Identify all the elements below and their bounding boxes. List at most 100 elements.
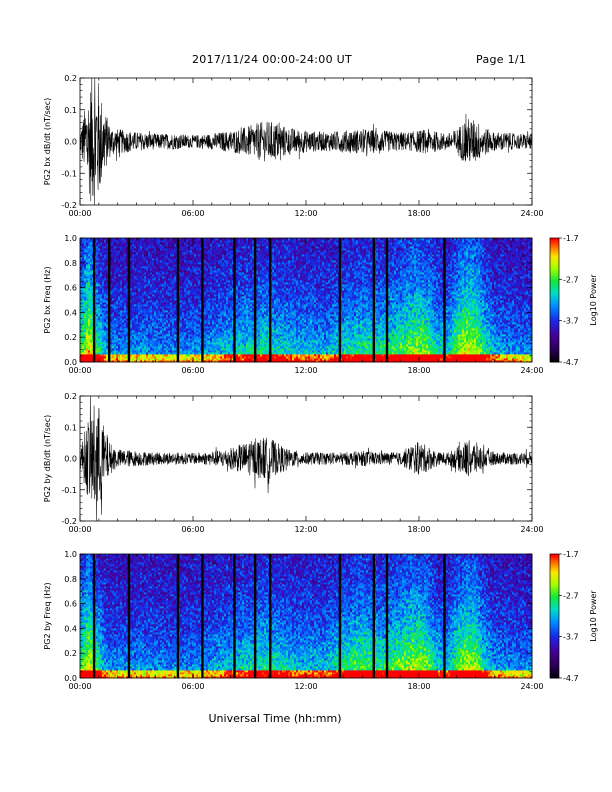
spectrogram-cell [80,254,83,257]
spectrogram-cell [104,264,107,267]
spectrogram-cell [106,356,109,359]
spectrogram-cell [120,334,123,337]
spectrogram-cell [136,296,139,299]
spectrogram-cell [120,342,123,345]
spectrogram-cell [98,270,101,273]
spectrogram-cell [132,252,135,255]
spectrogram-cell [100,348,103,351]
spectrogram-cell [106,264,109,267]
spectrogram-cell [110,312,113,315]
spectrogram-cell [84,258,87,261]
spectrogram-cell [112,244,115,247]
spectrogram-cell [98,354,101,357]
spectrogram-cell [106,256,109,259]
spectrogram-cell [82,272,85,275]
spectrogram-cell [88,274,91,277]
spectrogram-cell [116,270,119,273]
spectrogram-cell [110,322,113,325]
y-tick-label: 0.0 [64,138,77,147]
spectrogram-cell [112,304,115,307]
spectrogram-cell [118,262,121,265]
spectrogram-cell [110,284,113,287]
spectrogram-cell [96,278,99,281]
spectrogram-cell [112,298,115,301]
spectrogram-cell [96,310,99,313]
spectrogram-cell [134,332,137,335]
spectrogram-cell [116,316,119,319]
spectrogram-cell [120,280,123,283]
spectrogram-cell [130,320,133,323]
y-axis-label: PG2 bx dB/dt (nT/sec) [43,98,52,185]
spectrogram-cell [84,248,87,251]
spectrogram-cell [104,276,107,279]
spectrogram-cell [84,328,87,331]
spectrogram-cell [136,310,139,313]
spectrogram-cell [120,308,123,311]
spectrogram-cell [124,294,127,297]
spectrogram-cell [114,346,117,349]
spectrogram-cell [82,302,85,305]
spectrogram-cell [136,302,139,305]
spectrogram-cell [82,320,85,323]
spectrogram-cell [80,326,83,329]
spectrogram-cell [90,268,93,271]
spectrogram-cell [90,288,93,291]
spectrogram-cell [110,292,113,295]
spectrogram-cell [104,348,107,351]
spectrogram-cell [80,256,83,259]
spectrogram-cell [124,332,127,335]
spectrogram-cell [82,238,85,241]
spectrogram-cell [88,312,91,315]
spectrogram-cell [96,306,99,309]
spectrogram-cell [80,356,83,359]
spectrogram-cell [122,272,125,275]
spectrogram-cell [124,298,127,301]
spectrogram-cell [122,262,125,265]
spectrogram-cell [126,358,129,361]
spectrogram-cell [84,356,87,359]
spectrogram-cell [90,266,93,269]
spectrogram-cell [122,276,125,279]
spectrogram-cell [96,318,99,321]
spectrogram-cell [104,302,107,305]
spectrogram-cell [106,282,109,285]
spectrogram-cell [124,312,127,315]
spectrogram-cell [132,276,135,279]
spectrogram-cell [116,324,119,327]
spectrogram-cell [96,256,99,259]
spectrogram-cell [110,240,113,243]
spectrogram-cell [132,284,135,287]
spectrogram-cell [114,262,117,265]
spectrogram-cell [116,296,119,299]
spectrogram-cell [88,254,91,257]
spectrogram-cell [118,238,121,241]
spectrogram-cell [132,356,135,359]
spectrogram-cell [120,360,123,363]
spectrogram-cell [126,274,129,277]
spectrogram-cell [98,290,101,293]
spectrogram-cell [84,344,87,347]
spectrogram-cell [104,310,107,313]
spectrogram-cell [126,258,129,261]
spectrogram-cell [86,330,89,333]
spectrogram-cell [90,348,93,351]
spectrogram-cell [86,290,89,293]
spectrogram-cell [88,286,91,289]
spectrogram-cell [104,330,107,333]
spectrogram-cell [82,342,85,345]
spectrogram-cell [80,264,83,267]
plot-frame [79,77,533,206]
spectrogram-cell [90,256,93,259]
spectrogram-cell [80,240,83,243]
spectrogram-cell [82,256,85,259]
spectrogram-cell [112,288,115,291]
spectrogram-cell [134,330,137,333]
spectrogram-cell [134,308,137,311]
spectrogram-cell [88,276,91,279]
spectrogram-cell [96,358,99,361]
spectrogram-cell [118,284,121,287]
spectrogram-cell [132,318,135,321]
spectrogram-cell [80,288,83,291]
spectrogram-cell [136,340,139,343]
spectrogram-cell [98,284,101,287]
